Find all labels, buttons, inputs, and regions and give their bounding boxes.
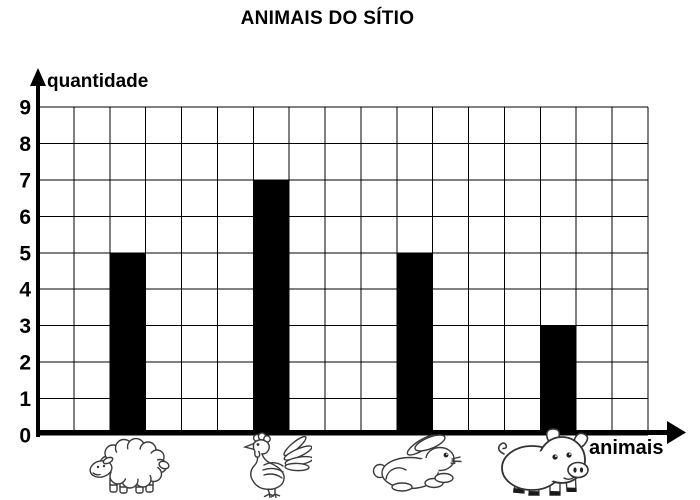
y-tick-5: 5	[19, 242, 31, 265]
y-axis-arrow-icon	[30, 68, 46, 86]
hen-icon	[242, 432, 312, 498]
chart-title: ANIMAIS DO SÍTIO	[240, 8, 415, 29]
y-tick-3: 3	[19, 315, 31, 338]
x-axis	[36, 421, 686, 444]
bar-ovelha	[109, 252, 146, 435]
rabbit-icon	[372, 433, 466, 493]
y-tick-4: 4	[19, 279, 31, 302]
y-axis	[30, 68, 46, 437]
pig-icon	[492, 424, 590, 500]
x-axis-title: animais	[589, 437, 664, 459]
y-tick-2: 2	[19, 352, 31, 375]
y-tick-7: 7	[19, 169, 31, 192]
sheep-icon	[88, 438, 172, 496]
y-tick-1: 1	[19, 388, 31, 411]
y-tick-labels: 0 1 2 3 4 5 6 7 8 9	[19, 97, 31, 448]
y-tick-8: 8	[19, 133, 31, 156]
bars	[109, 179, 577, 435]
x-axis-arrow-icon	[667, 421, 686, 444]
bar-porco	[540, 325, 577, 435]
y-tick-0: 0	[19, 425, 31, 448]
y-axis-title: quantidade	[47, 71, 149, 92]
bar-galinha	[253, 179, 290, 435]
y-tick-9: 9	[19, 97, 31, 120]
y-tick-6: 6	[19, 206, 31, 229]
bar-coelho	[396, 252, 433, 435]
